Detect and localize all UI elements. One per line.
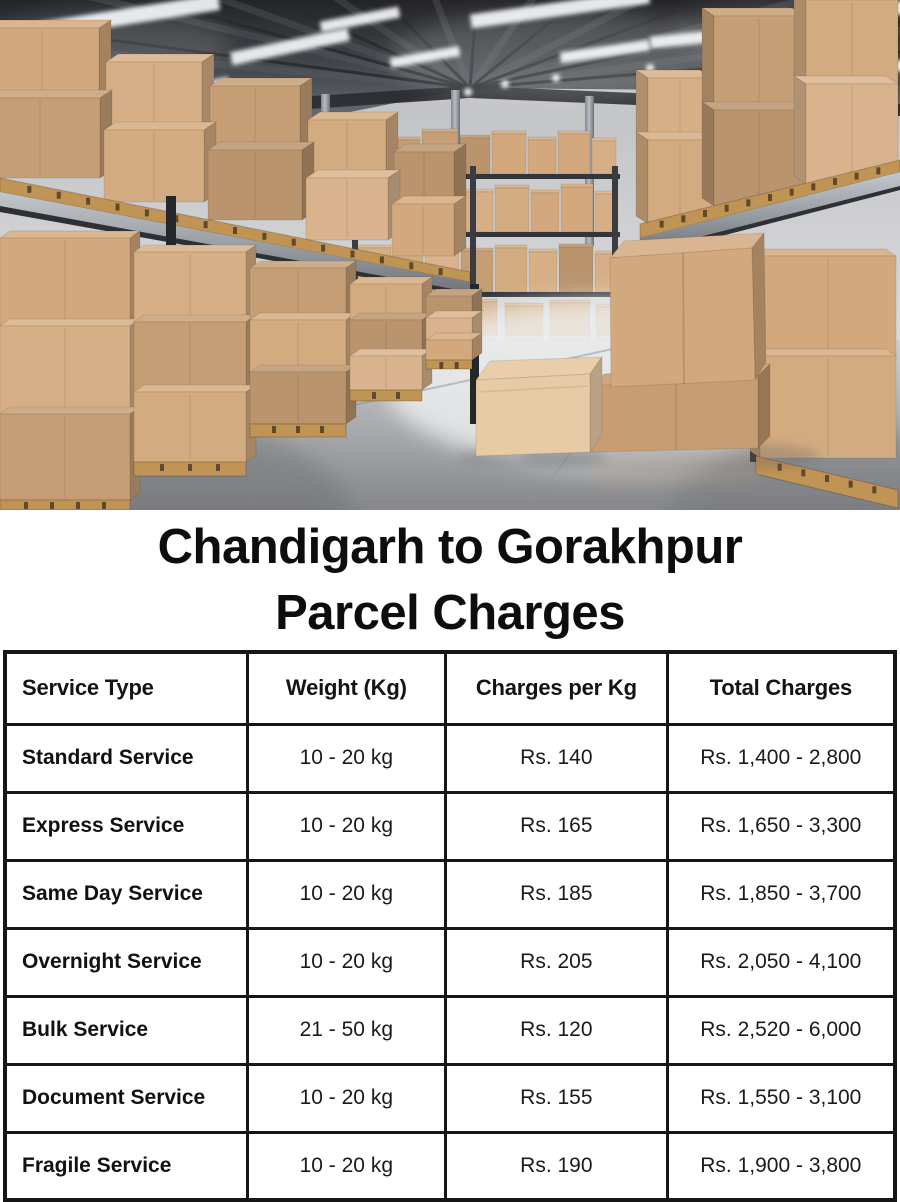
- cell-weight: 10 - 20 kg: [245, 722, 448, 794]
- table-row: Bulk Service 21 - 50 kg Rs. 120 Rs. 2,520 -…: [3, 994, 897, 1066]
- cell-service-type: Fragile Service: [3, 1130, 249, 1202]
- table-body: Standard Service 10 - 20 kg Rs. 140 Rs. 1,4…: [3, 722, 897, 1202]
- cell-service-type: Same Day Service: [3, 858, 249, 930]
- cell-service-type: Overnight Service: [3, 926, 249, 998]
- parcel-charges-table: Service Type Weight (Kg) Charges per Kg …: [3, 650, 897, 1202]
- cell-total-charges: Rs. 1,850 - 3,700: [665, 858, 897, 930]
- cell-service-type: Bulk Service: [3, 994, 249, 1066]
- table-row: Overnight Service 10 - 20 kg Rs. 205 Rs. 2,…: [3, 926, 897, 998]
- cell-charges-per-kg: Rs. 185: [444, 858, 669, 930]
- title-line-1: Chandigarh to Gorakhpur: [157, 520, 743, 574]
- col-header-service-type: Service Type: [3, 650, 249, 726]
- cell-charges-per-kg: Rs. 165: [444, 790, 669, 862]
- cell-weight: 10 - 20 kg: [245, 926, 448, 998]
- table-row: Same Day Service 10 - 20 kg Rs. 185 Rs. 1,8…: [3, 858, 897, 930]
- cell-total-charges: Rs. 1,650 - 3,300: [665, 790, 897, 862]
- cell-weight: 10 - 20 kg: [245, 858, 448, 930]
- cell-weight: 10 - 20 kg: [245, 1062, 448, 1134]
- cell-total-charges: Rs. 1,900 - 3,800: [665, 1130, 897, 1202]
- header-row: Service Type Weight (Kg) Charges per Kg …: [3, 650, 897, 726]
- table-row: Express Service 10 - 20 kg Rs. 165 Rs. 1,65…: [3, 790, 897, 862]
- cell-charges-per-kg: Rs. 155: [444, 1062, 669, 1134]
- table-header: Service Type Weight (Kg) Charges per Kg …: [3, 650, 897, 726]
- col-header-total-charges: Total Charges: [665, 650, 897, 726]
- cell-charges-per-kg: Rs. 205: [444, 926, 669, 998]
- cell-service-type: Express Service: [3, 790, 249, 862]
- cell-total-charges: Rs. 2,520 - 6,000: [665, 994, 897, 1066]
- cell-charges-per-kg: Rs. 140: [444, 722, 669, 794]
- page-title: Chandigarh to Gorakhpur Parcel Charges: [0, 510, 900, 650]
- table-row: Fragile Service 10 - 20 kg Rs. 190 Rs. 1,90…: [3, 1130, 897, 1202]
- cell-total-charges: Rs. 1,550 - 3,100: [665, 1062, 897, 1134]
- cell-charges-per-kg: Rs. 120: [444, 994, 669, 1066]
- cell-total-charges: Rs. 2,050 - 4,100: [665, 926, 897, 998]
- title-line-2: Parcel Charges: [275, 586, 625, 640]
- cell-service-type: Document Service: [3, 1062, 249, 1134]
- cell-total-charges: Rs. 1,400 - 2,800: [665, 722, 897, 794]
- cell-weight: 21 - 50 kg: [245, 994, 448, 1066]
- col-header-weight: Weight (Kg): [245, 650, 448, 726]
- warehouse-illustration: [0, 0, 900, 510]
- cell-service-type: Standard Service: [3, 722, 249, 794]
- col-header-charges-per-kg: Charges per Kg: [444, 650, 669, 726]
- left-rack-boxes: [0, 19, 484, 510]
- cell-weight: 10 - 20 kg: [245, 790, 448, 862]
- cell-charges-per-kg: Rs. 190: [444, 1130, 669, 1202]
- foreground-boxes: [458, 231, 820, 492]
- table-row: Standard Service 10 - 20 kg Rs. 140 Rs. 1,4…: [3, 722, 897, 794]
- charges-table-wrap: Service Type Weight (Kg) Charges per Kg …: [0, 650, 900, 1202]
- cell-weight: 10 - 20 kg: [245, 1130, 448, 1202]
- table-row: Document Service 10 - 20 kg Rs. 155 Rs. 1,5…: [3, 1062, 897, 1134]
- warehouse-photo: [0, 0, 900, 510]
